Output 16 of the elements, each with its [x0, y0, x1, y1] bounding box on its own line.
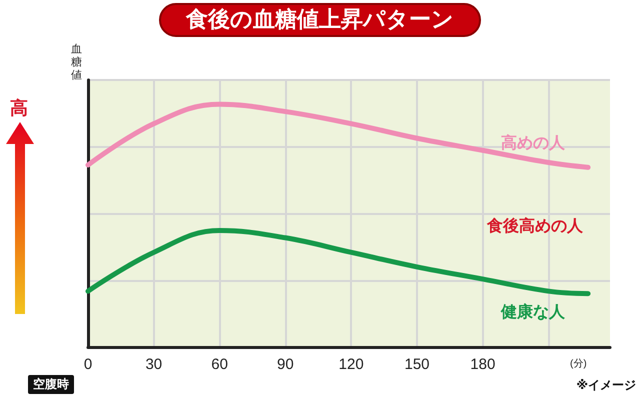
text: 空腹時: [28, 375, 74, 394]
x-tick-label: 150: [404, 356, 430, 373]
text: 高: [10, 97, 28, 120]
x-tick-label: 90: [277, 356, 294, 373]
x-tick-label: 180: [470, 356, 496, 373]
annotation: 食後高めの人: [487, 216, 583, 237]
chart-title: 食後の血糖値上昇パターン: [185, 8, 454, 32]
x-tick-label: 60: [211, 356, 228, 373]
x-tick-label: 0: [84, 356, 92, 373]
x-axis-title: (分): [570, 358, 587, 370]
series-label: 高めの人: [501, 132, 566, 152]
x-tick-label: 30: [145, 356, 162, 373]
y-axis-title: 血糖値: [71, 44, 82, 82]
series-label: 健康な人: [500, 302, 566, 322]
x-tick-label: 120: [338, 356, 364, 373]
text: ※イメージ: [576, 377, 636, 394]
